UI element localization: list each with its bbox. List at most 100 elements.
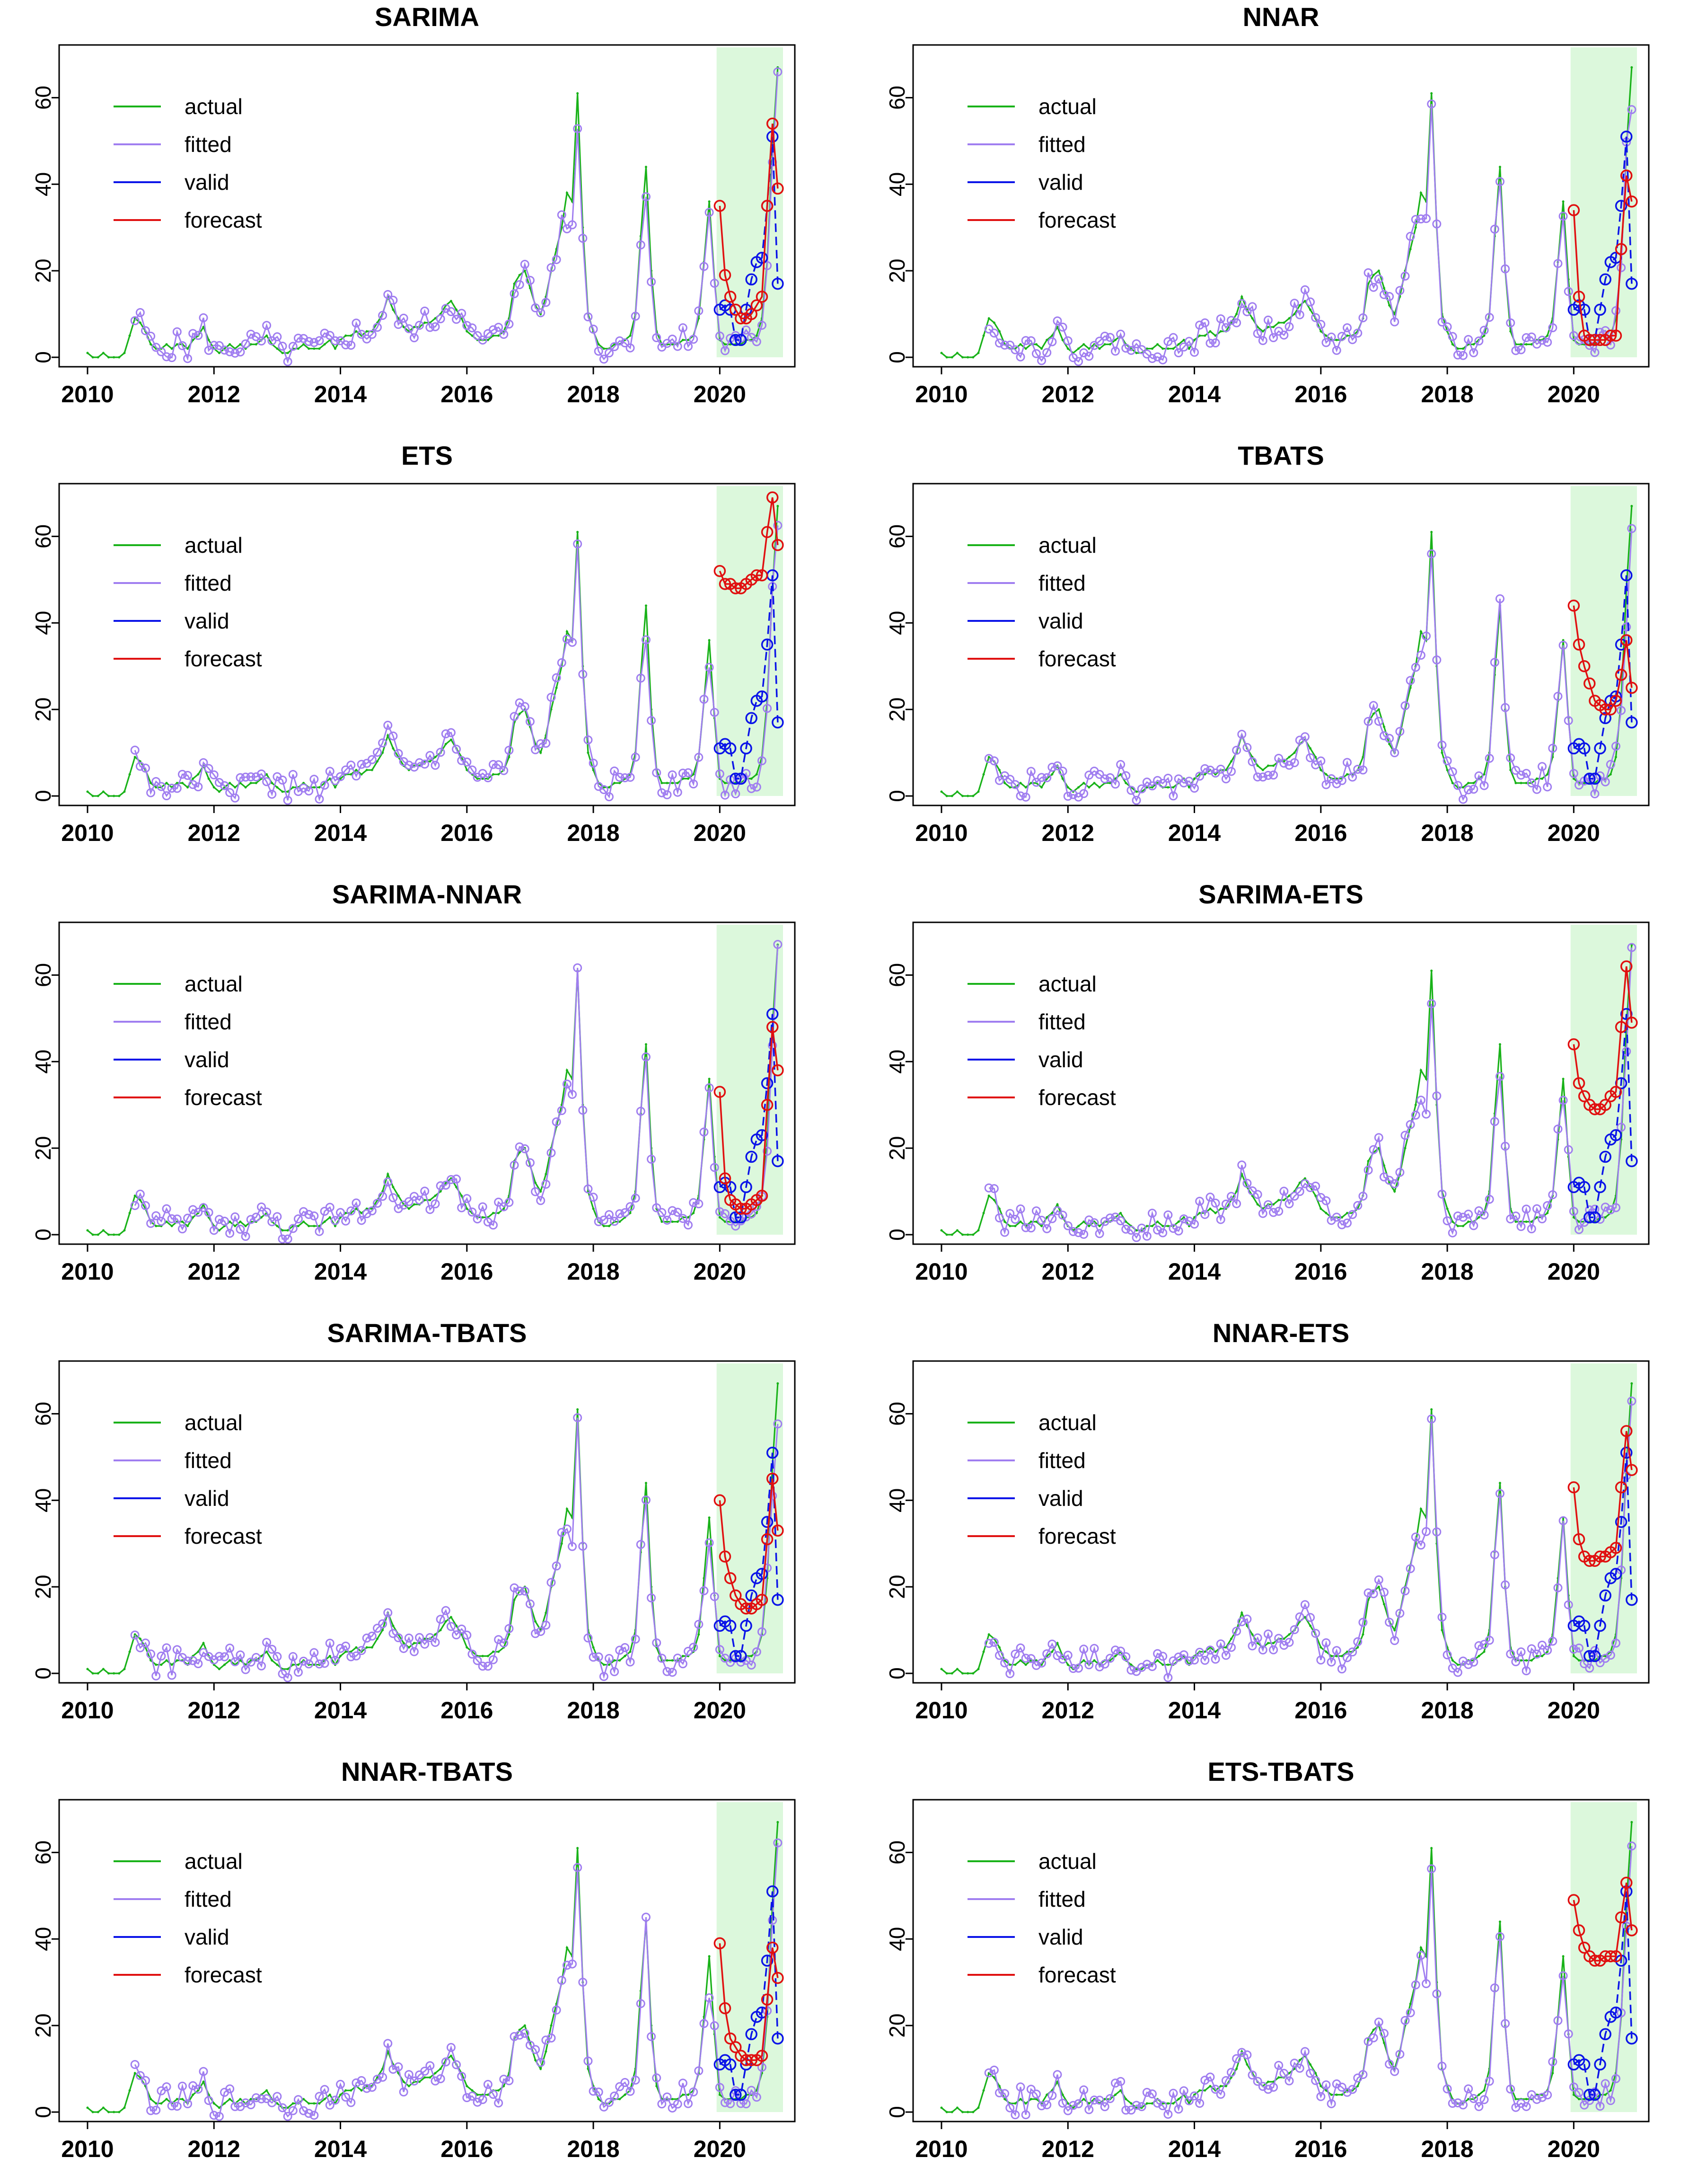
actual-point [455,308,458,311]
fitted-point [1147,354,1157,363]
fitted-point [995,2088,1004,2097]
valid-point [724,2058,737,2071]
fitted-point [489,1220,498,1230]
fitted-point [167,2101,176,2111]
actual-point [1209,1207,1212,1210]
fitted-point [1263,315,1273,325]
actual-point [1451,1659,1454,1662]
fitted-point [1617,706,1626,715]
actual-point [244,1225,247,1228]
actual-point [334,786,336,789]
forecast-point [766,1472,779,1485]
fitted-point [1026,336,1036,345]
forecast-point [772,1064,784,1077]
y-tick-label: 0 [31,1667,55,1680]
fitted-point [1295,1187,1304,1196]
forecast-point [1626,1017,1638,1029]
actual-point [118,795,121,797]
fitted-point [177,2081,187,2091]
valid-point [1610,1567,1622,1580]
fitted-point [230,793,240,803]
fitted-point [652,333,661,343]
actual-point [1035,1659,1038,1662]
fitted-point [494,323,503,332]
fitted-point [388,295,398,305]
actual-point [1066,786,1069,789]
fitted-point [1448,1228,1457,1238]
fitted-point [1564,287,1573,296]
actual-point [513,283,516,285]
fitted-point [568,1542,577,1551]
fitted-point [415,1633,424,1642]
fitted-point [583,312,593,322]
fitted-point [1606,1205,1615,1214]
fitted-point [1443,756,1452,766]
valid-series-line [1573,1014,1633,1219]
fitted-point [483,773,493,783]
actual-point [1335,1654,1338,1657]
actual-point [407,1207,410,1210]
fitted-point [1400,1131,1410,1140]
actual-point [1446,1207,1449,1210]
actual-point [355,330,358,333]
actual-point [1456,347,1459,350]
valid-point [772,2032,784,2045]
fitted-point [1205,1645,1215,1655]
actual-point [1472,343,1475,346]
fitted-point [620,338,630,348]
fitted-point [1453,1211,1462,1220]
fitted-point [1279,330,1289,340]
actual-point [313,347,316,350]
valid-series-line [719,575,779,780]
fitted-point [194,331,203,340]
fitted-point [352,318,361,328]
fitted-point [209,770,219,779]
fitted-point [515,1142,524,1152]
actual-point [1125,1220,1127,1223]
fitted-point [1263,1629,1273,1639]
fitted-point [1527,778,1536,787]
actual-point [972,2111,975,2113]
fitted-point [747,1660,756,1670]
fitted-point [1063,1221,1073,1230]
actual-point [644,604,647,607]
actual-point [265,334,268,337]
valid-point [1594,1619,1606,1632]
actual-point [1040,1225,1043,1228]
actual-point [1003,1220,1006,1223]
fitted-point [177,341,187,350]
fitted-point [1147,2089,1157,2099]
actual-point [370,1646,373,1649]
actual-point [993,321,995,324]
fitted-point [1400,2016,1410,2025]
valid-point [730,2088,742,2101]
fitted-point [1548,1636,1557,1646]
fitted-point [1195,771,1205,781]
fitted-point [652,2073,661,2083]
fitted-point [394,749,403,758]
fitted-point [446,307,456,317]
fitted-point [636,673,645,683]
fitted-point [230,348,240,358]
actual-point [1551,2072,1554,2075]
actual-point [281,790,284,793]
fitted-point [373,1199,382,1208]
fitted-point [1047,1214,1057,1223]
fitted-point [336,772,345,781]
fitted-point [135,1189,145,1199]
actual-point [192,2093,194,2096]
actual-point [192,777,194,780]
actual-point [360,773,363,776]
fitted-point [1337,332,1346,341]
actual-point [776,504,779,507]
actual-point [1430,92,1433,95]
actual-point [1014,2102,1017,2105]
actual-point [455,1185,458,1188]
fitted-point [293,334,303,343]
actual-point [597,2098,600,2101]
fitted-point [251,1653,261,1662]
fitted-point [1000,1228,1010,1237]
fitted-point [710,1592,719,1601]
y-tick-label: 40 [31,611,55,635]
fitted-point [1437,2061,1447,2071]
